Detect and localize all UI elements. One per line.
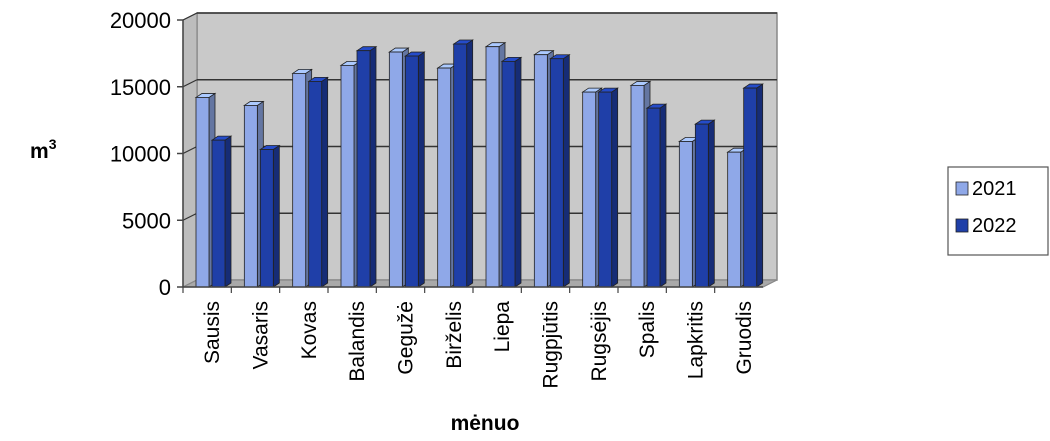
gridline-side — [182, 145, 198, 155]
y-tick-label: 10000 — [110, 142, 171, 167]
bar-2022-Balandis — [355, 45, 378, 288]
x-tick-label-9: Spalis — [636, 301, 659, 358]
x-tick-label-10: Lapkritis — [685, 301, 708, 379]
bar-2022-Rugpjūtis — [549, 53, 571, 288]
y-tick-label: 5000 — [122, 208, 171, 233]
legend-label-2021: 2021 — [972, 178, 1017, 200]
x-tick-label-5: Birželis — [443, 301, 466, 369]
legend-swatch-2021 — [955, 181, 969, 196]
gridline-side — [182, 212, 198, 221]
bars — [194, 39, 764, 288]
legend-label-2022: 2022 — [972, 215, 1017, 237]
bar-2022-Lapkritis — [694, 119, 716, 288]
x-tick-label-8: Rugsėjis — [588, 301, 611, 382]
gridline-side — [182, 12, 198, 21]
y-tick-label: 0 — [159, 275, 171, 300]
bar-2022-Sausis — [210, 135, 233, 288]
bar-2022-Kovas — [307, 76, 329, 288]
x-tick-label-11: Gruodis — [733, 301, 756, 375]
bar-2022-Spalis — [645, 103, 668, 288]
x-tick-label-1: Vasaris — [250, 301, 273, 369]
legend: 2021 2022 — [947, 166, 1049, 256]
y-axis-ticks: 0 5000 10000 15000 20000 — [110, 8, 183, 300]
x-tick-label-3: Balandis — [346, 301, 369, 382]
gridline-side — [182, 79, 198, 88]
legend-swatch-2022 — [955, 218, 969, 233]
bar-2022-Gruodis — [742, 83, 764, 288]
bar-2022-Liepa — [500, 56, 523, 288]
bar-2022-Vasaris — [259, 144, 281, 288]
x-tick-label-2: Kovas — [298, 301, 321, 359]
y-tick-label: 15000 — [110, 75, 171, 100]
y-tick-label: 20000 — [110, 8, 171, 33]
bar-2022-Birželis — [452, 39, 474, 288]
bar-2022-Rugsėjis — [597, 87, 619, 288]
x-tick-label-6: Liepa — [491, 301, 514, 353]
x-tick-label-0: Sausis — [201, 301, 224, 364]
x-tick-label-7: Rugpjūtis — [540, 301, 563, 389]
x-tick-label-4: Gegužė — [395, 301, 418, 375]
x-axis-title: mėnuo — [451, 412, 520, 435]
x-axis-ticks: Sausis Vasaris Kovas Balandis Gegužė Birželis… — [182, 287, 756, 389]
y-axis-title: m3 — [30, 136, 57, 163]
bar-2022-Gegužė — [404, 51, 426, 288]
